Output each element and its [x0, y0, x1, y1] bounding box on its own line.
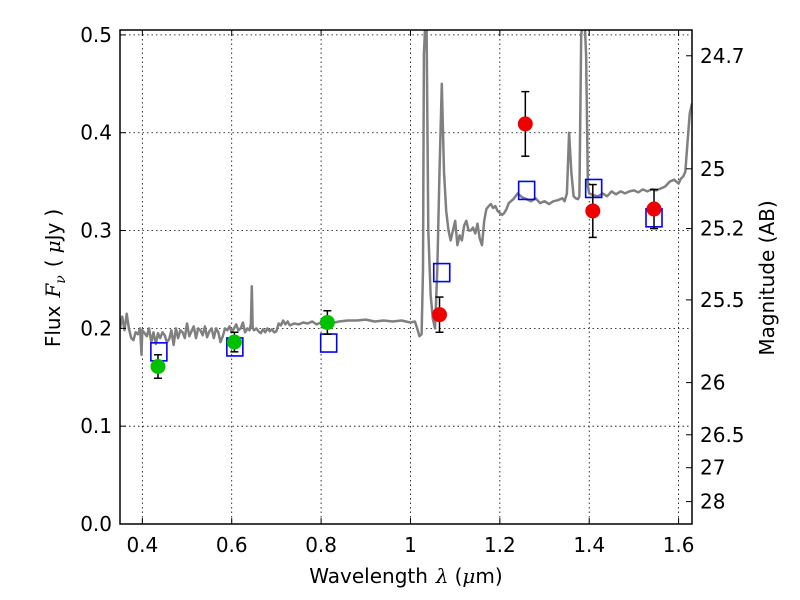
mag-tick-label: 28	[700, 490, 725, 514]
mag-tick-label: 25.5	[700, 288, 745, 312]
mag-tick-label: 24.7	[700, 44, 745, 68]
x-tick-label: 1	[404, 533, 417, 557]
model-square-point	[150, 342, 168, 362]
mag-tick-label: 26.5	[700, 423, 745, 447]
spectrum-line	[120, 30, 692, 357]
x-tick-label: 1.4	[573, 533, 605, 557]
y-tick-label: 0.2	[80, 316, 112, 340]
x-tick-label: 1.6	[663, 533, 695, 557]
plot-area	[120, 30, 692, 379]
grid-lines	[120, 30, 692, 525]
mag-tick-label: 25	[700, 157, 725, 181]
y-tick-label: 0.4	[80, 121, 112, 145]
axis-ticks: 0.4 0.6 0.8 1 1.2 1.4 1.6 0.0 0.1 0.2 0.3 0.4 0.5 24.…	[80, 23, 744, 557]
plot-frame	[119, 29, 693, 525]
x-tick-label: 0.4	[126, 533, 158, 557]
photometry-point	[517, 116, 533, 132]
photometry-point	[150, 359, 166, 375]
y-tick-label: 0.0	[80, 512, 112, 536]
x-tick-label: 0.6	[216, 533, 248, 557]
mag-tick-label: 27	[700, 456, 725, 480]
y2-axis-label: Magnitude (AB)	[755, 200, 779, 355]
photometry-point	[226, 334, 242, 350]
y-axis-label: FluxFν(μJy)	[41, 209, 69, 347]
x-axis-label: Wavelength λ (μm)	[309, 564, 502, 588]
model-square-point	[432, 262, 451, 283]
y-tick-label: 0.1	[80, 414, 112, 438]
mag-tick-label: 26	[700, 371, 725, 395]
x-tick-label: 1.2	[484, 533, 516, 557]
y-tick-label: 0.3	[80, 219, 112, 243]
mag-tick-label: 25.2	[700, 217, 745, 241]
photometry-point	[646, 201, 662, 217]
model-square-point	[517, 180, 536, 201]
photometry-point	[319, 314, 335, 330]
y-tick-label: 0.5	[80, 23, 112, 47]
model-square-point	[319, 333, 338, 353]
photometry-point	[432, 307, 448, 323]
photometry-point	[585, 203, 601, 219]
x-tick-label: 0.8	[305, 533, 337, 557]
model-square-point	[584, 178, 603, 199]
